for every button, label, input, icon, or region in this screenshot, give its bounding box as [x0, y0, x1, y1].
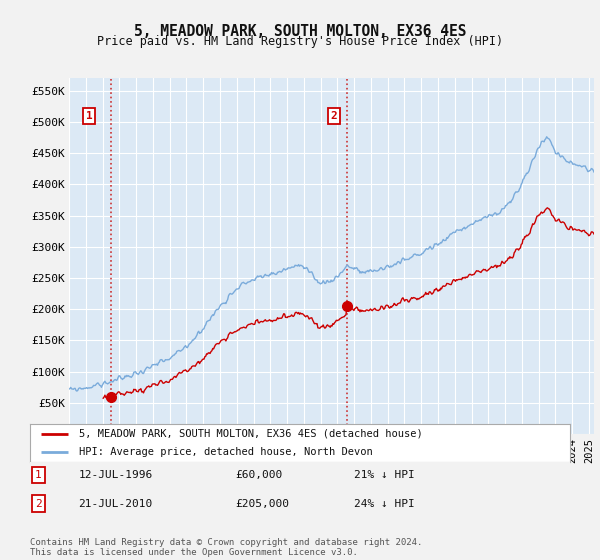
Text: HPI: Average price, detached house, North Devon: HPI: Average price, detached house, Nort… [79, 447, 373, 457]
Text: 24% ↓ HPI: 24% ↓ HPI [354, 498, 415, 508]
Text: £205,000: £205,000 [235, 498, 289, 508]
Text: Contains HM Land Registry data © Crown copyright and database right 2024.
This d: Contains HM Land Registry data © Crown c… [30, 538, 422, 557]
Text: 2: 2 [35, 498, 41, 508]
Text: 1: 1 [86, 111, 92, 121]
Text: 21% ↓ HPI: 21% ↓ HPI [354, 470, 415, 480]
Text: 12-JUL-1996: 12-JUL-1996 [79, 470, 153, 480]
Text: Price paid vs. HM Land Registry's House Price Index (HPI): Price paid vs. HM Land Registry's House … [97, 35, 503, 48]
Text: 1: 1 [35, 470, 41, 480]
Text: 5, MEADOW PARK, SOUTH MOLTON, EX36 4ES: 5, MEADOW PARK, SOUTH MOLTON, EX36 4ES [134, 24, 466, 39]
Text: £60,000: £60,000 [235, 470, 283, 480]
Text: 5, MEADOW PARK, SOUTH MOLTON, EX36 4ES (detached house): 5, MEADOW PARK, SOUTH MOLTON, EX36 4ES (… [79, 429, 422, 439]
Text: 21-JUL-2010: 21-JUL-2010 [79, 498, 153, 508]
Text: 2: 2 [331, 111, 337, 121]
